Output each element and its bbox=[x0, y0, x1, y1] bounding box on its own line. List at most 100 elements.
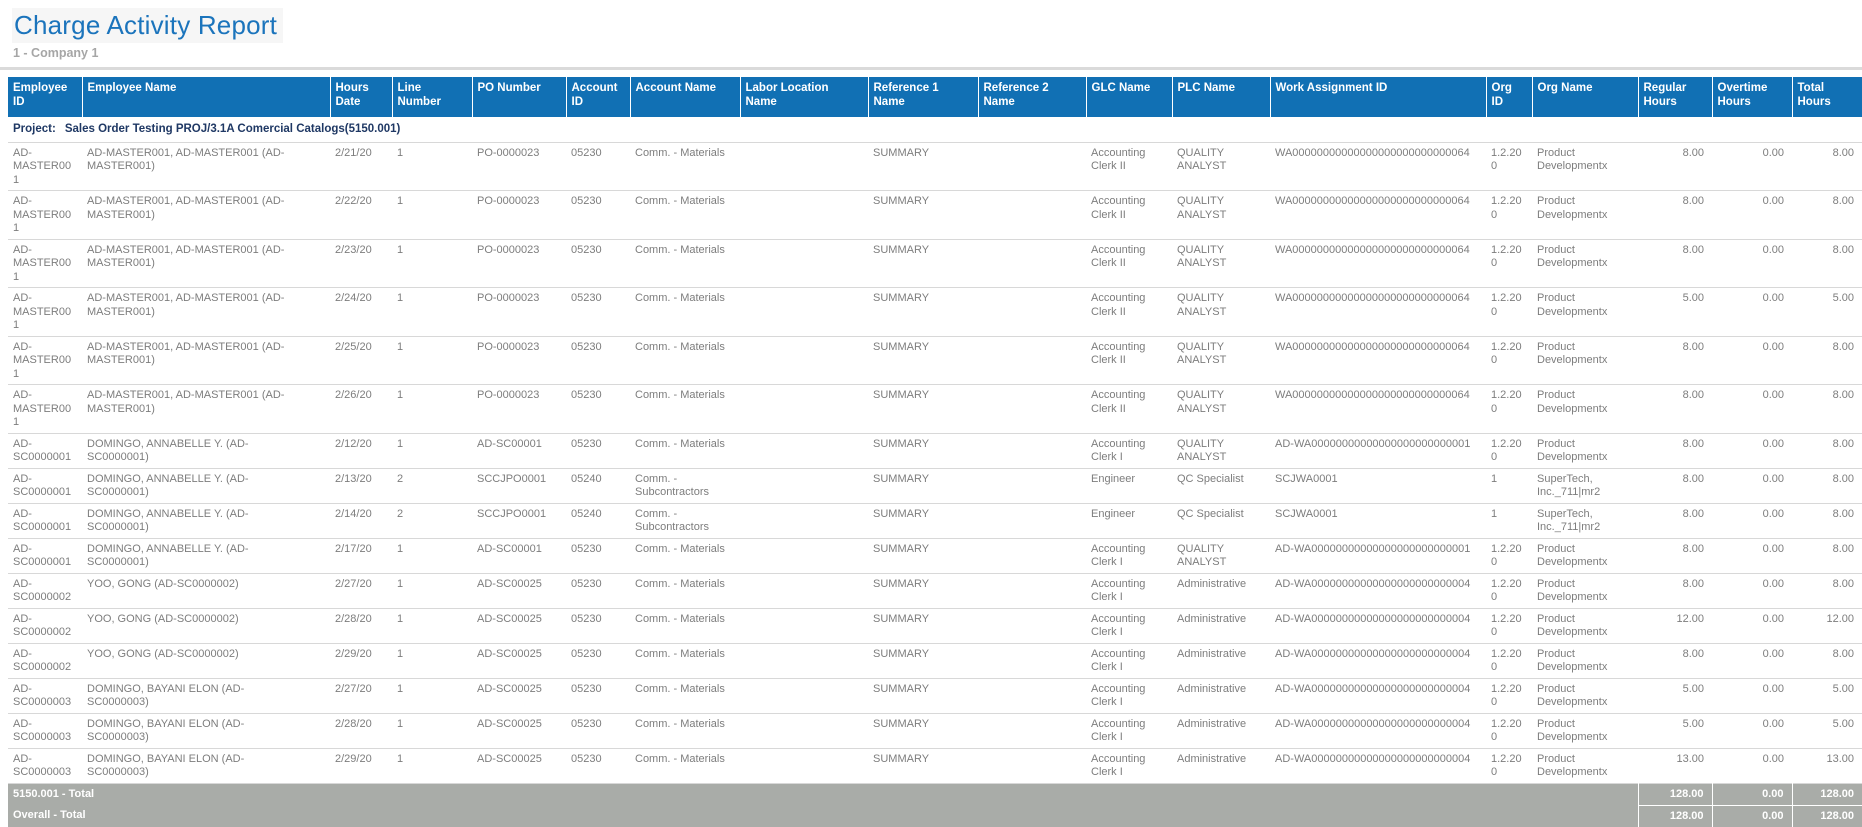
cell-regular_hours: 8.00 bbox=[1682, 389, 1704, 401]
cell-line_number: 2 bbox=[397, 507, 404, 520]
cell-employee_id: AD-MASTER001 bbox=[13, 340, 72, 380]
cell-employee_id: AD-SC0000002 bbox=[13, 612, 72, 639]
cell-account_name: Comm. - Materials bbox=[635, 717, 725, 730]
col-header-work_assignment_id: Work Assignment ID bbox=[1269, 77, 1486, 117]
cell-account_name: Comm. - Materials bbox=[635, 542, 725, 555]
col-header-overtime_hours: Overtime Hours bbox=[1711, 77, 1792, 117]
cell-employee_name: DOMINGO, BAYANI ELON (AD-SC0000003) bbox=[87, 752, 245, 779]
cell-employee_id: AD-MASTER001 bbox=[13, 146, 72, 186]
cell-po_number: PO-0000023 bbox=[477, 243, 540, 256]
table-body: Project: Sales Order Testing PROJ/3.1A Co… bbox=[8, 117, 1862, 783]
cell-work_assignment_id: AD-WA00000000000000000000000004 bbox=[1275, 612, 1471, 625]
cell-org_id: 1.2.200 bbox=[1491, 389, 1522, 415]
col-header-account_name: Account Name bbox=[629, 77, 740, 117]
cell-reference_1_name: SUMMARY bbox=[873, 752, 930, 765]
cell-org_id: 1.2.200 bbox=[1491, 647, 1522, 674]
cell-line_number: 1 bbox=[397, 195, 404, 207]
table-row: AD-SC0000003 DOMINGO, BAYANI ELON (AD-SC0… bbox=[8, 748, 1862, 783]
cell-employee_name: AD-MASTER001, AD-MASTER001 (AD-MASTER001… bbox=[87, 389, 285, 415]
cell-po_number: PO-0000023 bbox=[477, 340, 540, 353]
cell-employee_name: DOMINGO, BAYANI ELON (AD-SC0000003) bbox=[87, 682, 245, 709]
cell-hours_date: 2/14/20 bbox=[335, 507, 372, 520]
cell-hours_date: 2/17/20 bbox=[335, 542, 372, 555]
cell-po_number: PO-0000023 bbox=[477, 389, 540, 401]
cell-account_name: Comm. - Materials bbox=[635, 577, 725, 590]
cell-overtime_hours: 0.00 bbox=[1762, 437, 1784, 450]
cell-reference_1_name: SUMMARY bbox=[873, 647, 930, 660]
cell-reference_2_name bbox=[978, 336, 1086, 385]
cell-account_id: 05230 bbox=[571, 542, 602, 555]
cell-account_id: 05230 bbox=[571, 437, 602, 450]
cell-po_number: AD-SC00025 bbox=[477, 577, 542, 590]
col-header-org_id: Org ID bbox=[1485, 77, 1532, 117]
group-total-total-hours: 128.00 bbox=[1791, 783, 1862, 805]
cell-reference_1_name: SUMMARY bbox=[873, 195, 930, 207]
cell-overtime_hours: 0.00 bbox=[1762, 292, 1784, 304]
cell-overtime_hours: 0.00 bbox=[1762, 389, 1784, 401]
cell-overtime_hours: 0.00 bbox=[1762, 507, 1784, 520]
cell-plc_name: Administrative bbox=[1177, 682, 1247, 695]
cell-org_id: 1.2.200 bbox=[1491, 577, 1522, 604]
cell-plc_name: Administrative bbox=[1177, 612, 1247, 625]
project-row: Project: Sales Order Testing PROJ/3.1A Co… bbox=[8, 117, 1862, 143]
cell-total_hours: 5.00 bbox=[1832, 717, 1854, 730]
cell-account_name: Comm. - Materials bbox=[635, 340, 725, 353]
cell-hours_date: 2/25/20 bbox=[335, 340, 372, 353]
cell-work_assignment_id: AD-WA00000000000000000000000004 bbox=[1275, 752, 1471, 765]
cell-account_id: 05230 bbox=[571, 243, 602, 256]
cell-regular_hours: 8.00 bbox=[1682, 647, 1704, 660]
cell-account_id: 05230 bbox=[571, 195, 602, 207]
cell-work_assignment_id: WA00000000000000000000000000064 bbox=[1275, 340, 1470, 353]
cell-total_hours: 8.00 bbox=[1832, 577, 1854, 590]
cell-account_id: 05230 bbox=[571, 146, 602, 159]
cell-work_assignment_id: AD-WA00000000000000000000000001 bbox=[1275, 437, 1471, 450]
group-total-row: 5150.001 - Total 128.00 0.00 128.00 bbox=[8, 783, 1862, 805]
group-total-regular-hours: 128.00 bbox=[1637, 783, 1712, 805]
cell-org_id: 1.2.200 bbox=[1491, 612, 1522, 639]
cell-line_number: 1 bbox=[397, 612, 404, 625]
cell-labor_location_name bbox=[740, 336, 868, 385]
cell-plc_name: QUALITY ANALYST bbox=[1177, 243, 1227, 270]
cell-glc_name: Accounting Clerk II bbox=[1091, 195, 1146, 221]
cell-reference_1_name: SUMMARY bbox=[873, 472, 930, 485]
col-header-total_hours: Total Hours bbox=[1791, 77, 1862, 117]
cell-account_name: Comm. - Materials bbox=[635, 647, 725, 660]
cell-hours_date: 2/13/20 bbox=[335, 472, 372, 485]
cell-org_name: Product Developmentx bbox=[1537, 612, 1608, 639]
cell-total_hours: 8.00 bbox=[1832, 542, 1854, 555]
cell-total_hours: 8.00 bbox=[1832, 647, 1854, 660]
cell-employee_name: YOO, GONG (AD-SC0000002) bbox=[87, 577, 239, 590]
cell-hours_date: 2/29/20 bbox=[335, 752, 372, 765]
cell-total_hours: 12.00 bbox=[1826, 612, 1854, 625]
cell-employee_name: DOMINGO, ANNABELLE Y. (AD-SC0000001) bbox=[87, 472, 249, 499]
cell-regular_hours: 8.00 bbox=[1682, 243, 1704, 256]
cell-total_hours: 5.00 bbox=[1832, 682, 1854, 695]
cell-org_name: Product Developmentx bbox=[1537, 647, 1608, 674]
cell-regular_hours: 5.00 bbox=[1682, 682, 1704, 695]
cell-reference_2_name bbox=[978, 385, 1086, 434]
cell-work_assignment_id: WA00000000000000000000000000064 bbox=[1275, 195, 1470, 207]
cell-labor_location_name bbox=[740, 713, 868, 748]
cell-org_name: Product Developmentx bbox=[1537, 752, 1608, 779]
cell-overtime_hours: 0.00 bbox=[1762, 752, 1784, 765]
cell-reference_2_name bbox=[978, 239, 1086, 288]
totals-body: 5150.001 - Total 128.00 0.00 128.00 Over… bbox=[8, 783, 1862, 827]
cell-org_name: Product Developmentx bbox=[1537, 577, 1608, 604]
cell-regular_hours: 8.00 bbox=[1682, 340, 1704, 353]
cell-employee_id: AD-SC0000001 bbox=[13, 437, 72, 464]
cell-labor_location_name bbox=[740, 191, 868, 240]
cell-overtime_hours: 0.00 bbox=[1762, 577, 1784, 590]
cell-total_hours: 13.00 bbox=[1826, 752, 1854, 765]
cell-reference_1_name: SUMMARY bbox=[873, 577, 930, 590]
cell-po_number: SCCJPO0001 bbox=[477, 507, 547, 520]
cell-line_number: 1 bbox=[397, 389, 404, 401]
cell-regular_hours: 8.00 bbox=[1682, 437, 1704, 450]
cell-line_number: 1 bbox=[397, 682, 404, 695]
cell-account_name: Comm. - Materials bbox=[635, 292, 725, 304]
cell-line_number: 1 bbox=[397, 146, 404, 159]
cell-total_hours: 8.00 bbox=[1832, 389, 1854, 401]
cell-glc_name: Accounting Clerk I bbox=[1091, 612, 1146, 639]
cell-hours_date: 2/27/20 bbox=[335, 682, 372, 695]
cell-reference_2_name bbox=[978, 191, 1086, 240]
cell-employee_name: DOMINGO, ANNABELLE Y. (AD-SC0000001) bbox=[87, 507, 249, 534]
